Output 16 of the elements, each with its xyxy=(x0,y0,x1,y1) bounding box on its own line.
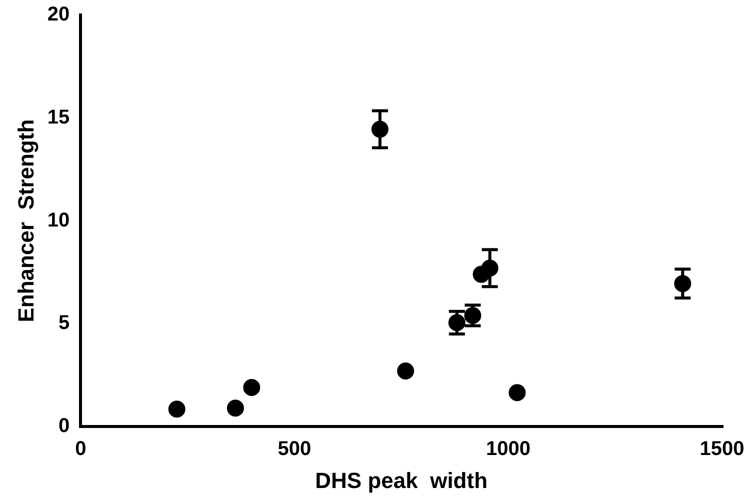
y-tick-label: 10 xyxy=(47,209,70,232)
point xyxy=(243,379,260,396)
point xyxy=(168,400,186,418)
y-axis-title: Enhancer Strength xyxy=(13,119,38,322)
x-axis-title: DHS peak width xyxy=(315,468,488,493)
x-tick-label: 1000 xyxy=(486,438,530,460)
y-tick-label: 20 xyxy=(47,4,70,26)
point xyxy=(508,384,526,402)
x-tick-label: 500 xyxy=(278,438,312,460)
point xyxy=(226,400,244,417)
x-tick-label: 0 xyxy=(75,438,86,460)
y-tick-label: 0 xyxy=(58,415,70,438)
point xyxy=(397,362,414,380)
y-tick-label: 15 xyxy=(47,106,70,128)
x-tick-label: 1500 xyxy=(700,438,744,460)
y-tick-label: 5 xyxy=(58,312,70,334)
